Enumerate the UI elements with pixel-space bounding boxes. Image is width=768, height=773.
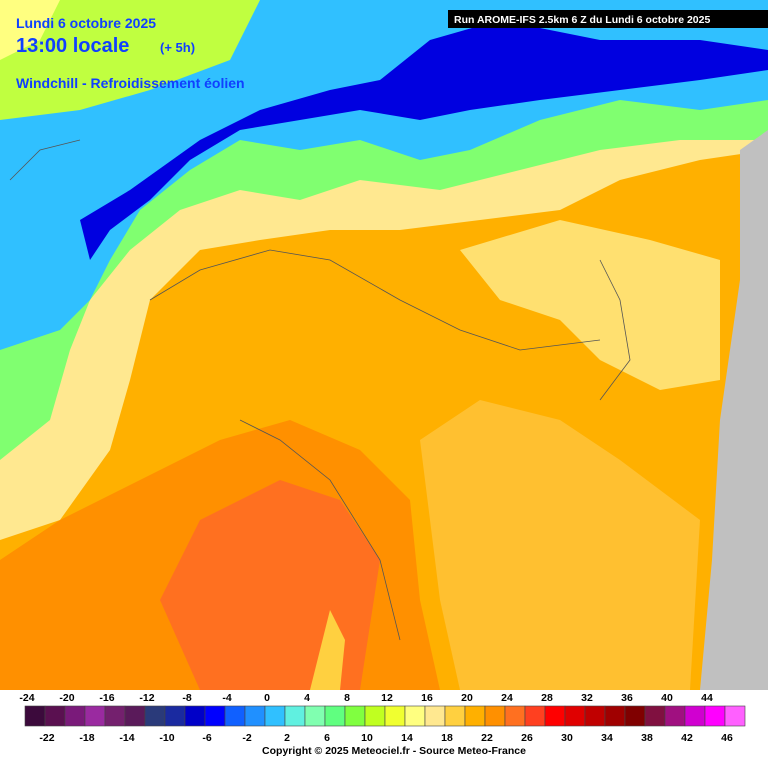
legend-tick-label: 10 — [361, 732, 373, 744]
legend-swatch — [84, 705, 106, 727]
legend-tick-label: -2 — [242, 732, 251, 744]
legend-swatch — [244, 705, 266, 727]
alps-high — [80, 20, 768, 260]
borders — [9, 139, 631, 641]
legend-swatch — [24, 705, 46, 727]
variable-label: Windchill - Refroidissement éolien — [16, 75, 245, 91]
legend-swatch — [704, 705, 726, 727]
legend-tick-label: -12 — [139, 692, 154, 704]
legend-swatch — [424, 705, 446, 727]
legend-swatch — [524, 705, 546, 727]
legend-swatch — [544, 705, 566, 727]
legend-tick-label: -18 — [79, 732, 94, 744]
run-banner — [448, 10, 768, 28]
legend-swatch — [344, 705, 366, 727]
legend-swatch — [604, 705, 626, 727]
legend-tick-label: 46 — [721, 732, 733, 744]
date-label: Lundi 6 octobre 2025 — [16, 15, 156, 31]
legend-swatch — [564, 705, 586, 727]
legend-swatch — [464, 705, 486, 727]
legend-tick-label: -8 — [182, 692, 191, 704]
legend-tick-label: 4 — [304, 692, 310, 704]
legend-swatch — [504, 705, 526, 727]
legend-background — [0, 690, 768, 768]
time-label: 13:00 locale — [16, 35, 129, 57]
legend-tick-label: 2 — [284, 732, 290, 744]
legend: -24-22-20-18-16-14-12-10-8-6-4-202468101… — [19, 692, 746, 744]
legend-swatch — [664, 705, 686, 727]
legend-tick-label: 36 — [621, 692, 633, 704]
corsica — [310, 610, 345, 690]
legend-swatch — [264, 705, 286, 727]
legend-tick-label: 20 — [461, 692, 473, 704]
legend-swatch — [44, 705, 66, 727]
legend-swatch — [104, 705, 126, 727]
north-west-zone — [0, 0, 260, 120]
legend-tick-label: 14 — [401, 732, 413, 744]
legend-tick-label: -4 — [222, 692, 231, 704]
outside-domain — [700, 130, 768, 690]
legend-swatch — [444, 705, 466, 727]
legend-tick-label: -20 — [59, 692, 74, 704]
legend-swatch — [224, 705, 246, 727]
legend-swatch — [144, 705, 166, 727]
legend-tick-label: 40 — [661, 692, 673, 704]
legend-tick-label: 6 — [324, 732, 330, 744]
offset-label: (+ 5h) — [160, 40, 195, 55]
legend-tick-label: 12 — [381, 692, 393, 704]
legend-tick-label: 18 — [441, 732, 453, 744]
corner-zone — [0, 0, 60, 60]
legend-swatch — [404, 705, 426, 727]
legend-swatch — [624, 705, 646, 727]
legend-swatch — [384, 705, 406, 727]
legend-swatch — [304, 705, 326, 727]
legend-swatch — [644, 705, 666, 727]
copyright: Copyright © 2025 Meteociel.fr - Source M… — [262, 745, 526, 757]
legend-tick-label: 28 — [541, 692, 553, 704]
legend-tick-label: 34 — [601, 732, 613, 744]
legend-tick-label: 32 — [581, 692, 593, 704]
legend-tick-label: -6 — [202, 732, 211, 744]
legend-tick-label: 44 — [701, 692, 713, 704]
legend-tick-label: 16 — [421, 692, 433, 704]
legend-tick-label: -22 — [39, 732, 54, 744]
legend-tick-label: 24 — [501, 692, 513, 704]
legend-swatch — [684, 705, 706, 727]
legend-swatch — [284, 705, 306, 727]
legend-tick-label: -24 — [19, 692, 34, 704]
legend-tick-label: 0 — [264, 692, 270, 704]
legend-swatch — [484, 705, 506, 727]
legend-tick-label: 22 — [481, 732, 493, 744]
legend-swatch — [204, 705, 226, 727]
legend-swatch — [64, 705, 86, 727]
legend-swatch — [164, 705, 186, 727]
run-label: Run AROME-IFS 2.5km 6 Z du Lundi 6 octob… — [454, 14, 710, 26]
legend-swatch — [324, 705, 346, 727]
legend-swatch — [124, 705, 146, 727]
legend-tick-label: 8 — [344, 692, 350, 704]
legend-tick-label: -10 — [159, 732, 174, 744]
legend-swatch — [724, 705, 746, 727]
legend-swatch — [584, 705, 606, 727]
legend-tick-label: 30 — [561, 732, 573, 744]
legend-tick-label: 38 — [641, 732, 653, 744]
legend-tick-label: 42 — [681, 732, 693, 744]
east-plain — [460, 220, 720, 390]
legend-tick-label: 26 — [521, 732, 533, 744]
legend-tick-label: -16 — [99, 692, 114, 704]
south-zone — [420, 400, 700, 690]
legend-swatch — [184, 705, 206, 727]
legend-tick-label: -14 — [119, 732, 134, 744]
legend-swatch — [364, 705, 386, 727]
